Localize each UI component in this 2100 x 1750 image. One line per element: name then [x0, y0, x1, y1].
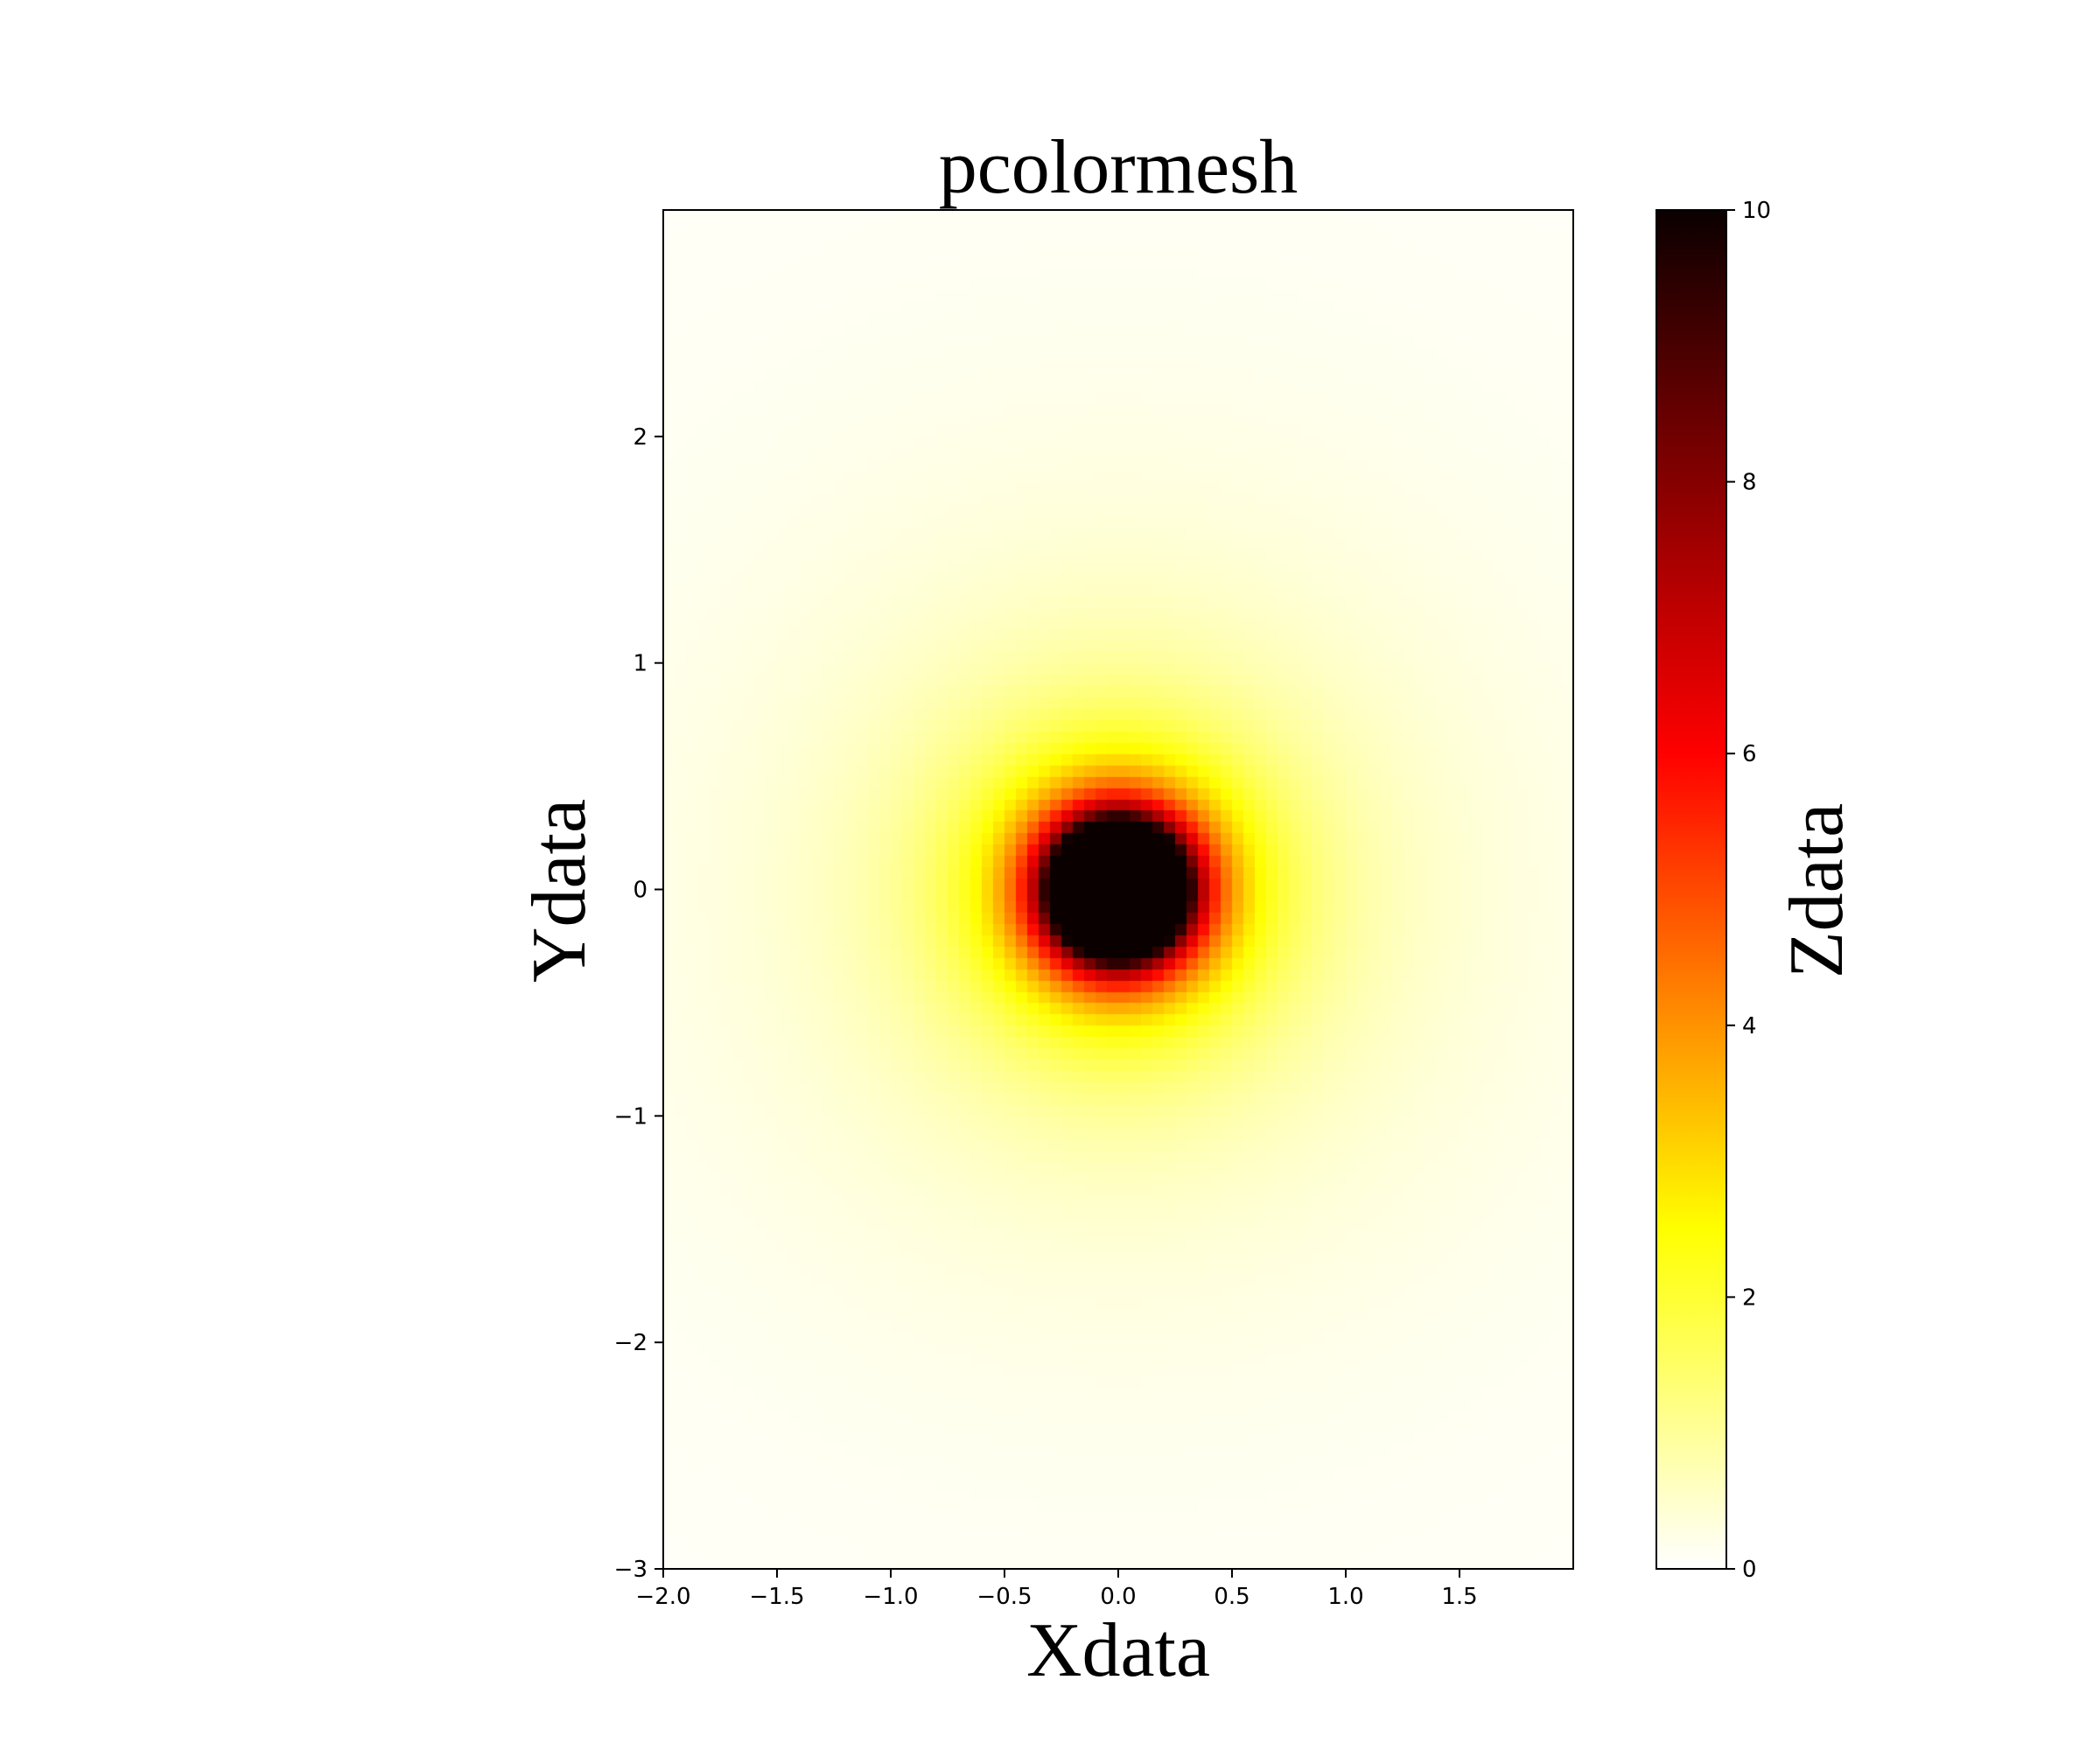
x-tick-label: −0.5 — [976, 1584, 1032, 1610]
colorbar-frame — [1656, 209, 1727, 1570]
x-tick-label: −2.0 — [635, 1584, 690, 1610]
x-axis-ticks: −2.0 −1.5 −1.0 −0.5 0.0 0.5 1.0 1.5 — [635, 1569, 1478, 1610]
colorbar-tick-label: 4 — [1742, 1013, 1757, 1040]
x-tick-label: −1.5 — [749, 1584, 804, 1610]
colorbar-tick-label: 8 — [1742, 470, 1757, 496]
colorbar-tick-label: 0 — [1742, 1557, 1757, 1583]
y-tick-label: −3 — [614, 1557, 648, 1583]
y-axis-title: Ydata — [517, 799, 602, 983]
x-tick-label: 1.5 — [1441, 1584, 1477, 1610]
y-axis-ticks: −3 −2 −1 0 1 2 — [614, 424, 663, 1583]
colorbar-tick-label: 2 — [1742, 1284, 1757, 1311]
colorbar-tick-label: 10 — [1742, 198, 1771, 224]
x-tick-label: −1.0 — [863, 1584, 918, 1610]
y-tick-label: −1 — [614, 1103, 648, 1130]
colorbar — [1656, 210, 1726, 1569]
y-tick-label: 2 — [633, 424, 648, 451]
chart-title: pcolormesh — [939, 125, 1298, 210]
heatmap-container — [663, 210, 1573, 1569]
colorbar-tick-label: 6 — [1742, 741, 1757, 767]
x-tick-label: 0.0 — [1100, 1584, 1136, 1610]
x-tick-label: 0.5 — [1214, 1584, 1250, 1610]
x-axis-title: Xdata — [1026, 1608, 1210, 1693]
x-tick-label: 1.0 — [1327, 1584, 1363, 1610]
y-tick-label: 0 — [633, 878, 648, 904]
colorbar-ticks: 0 2 4 6 8 10 — [1726, 198, 1771, 1583]
y-tick-label: −2 — [614, 1330, 648, 1356]
heatmap-mesh — [663, 210, 1573, 1569]
y-tick-label: 1 — [633, 651, 648, 677]
colorbar-title: Zdata — [1774, 803, 1859, 978]
